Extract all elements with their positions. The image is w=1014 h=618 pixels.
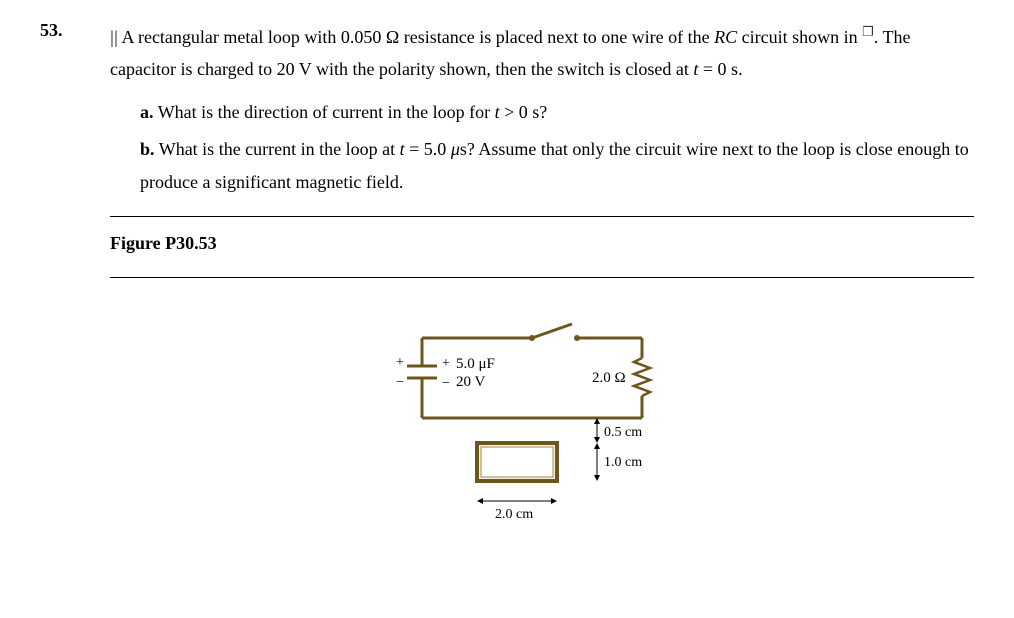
cap-plus-inner: + bbox=[442, 356, 450, 371]
cap-plus-outer: + bbox=[396, 355, 404, 370]
capacitor-voltage: 20 V bbox=[456, 374, 485, 390]
figure-divider-bottom bbox=[110, 277, 974, 278]
capacitor-value: 5.0 μF bbox=[456, 356, 495, 372]
dim-height-label: 1.0 cm bbox=[604, 455, 642, 470]
dim-width-arrow-right bbox=[551, 498, 557, 504]
external-link-icon: ❐ bbox=[862, 20, 874, 43]
part-b-text-2: = 5.0 bbox=[405, 139, 451, 159]
intro-rc-italic: RC bbox=[714, 27, 737, 47]
part-b-text-1: What is the current in the loop at bbox=[159, 139, 400, 159]
switch-arm bbox=[532, 324, 572, 338]
part-a-text-1: What is the direction of current in the … bbox=[158, 102, 495, 122]
dim-height-arrow-top bbox=[594, 443, 600, 449]
dim-height-arrow-bottom bbox=[594, 475, 600, 481]
part-a-label: a. bbox=[140, 102, 154, 122]
problem-intro: || A rectangular metal loop with 0.050 Ω… bbox=[110, 20, 974, 86]
metal-loop-inner bbox=[481, 447, 553, 477]
part-b-label: b. bbox=[140, 139, 155, 159]
figure-container: + − + − 5.0 μF 20 V 2.0 Ω 0.5 cm bbox=[110, 288, 974, 548]
problem-block: 53. || A rectangular metal loop with 0.0… bbox=[40, 20, 974, 548]
figure-title: Figure P30.53 bbox=[110, 227, 974, 259]
intro-text-4: = 0 s. bbox=[698, 59, 742, 79]
circuit-diagram: + − + − 5.0 μF 20 V 2.0 Ω 0.5 cm bbox=[382, 308, 702, 528]
dim-width-arrow-left bbox=[477, 498, 483, 504]
part-a: a. What is the direction of current in t… bbox=[140, 96, 974, 128]
resistor-zigzag bbox=[634, 358, 650, 396]
resistor-label: 2.0 Ω bbox=[592, 370, 626, 386]
part-b: b. What is the current in the loop at t … bbox=[140, 133, 974, 198]
intro-text-2: circuit shown in bbox=[737, 27, 862, 47]
dim-gap-label: 0.5 cm bbox=[604, 425, 642, 440]
part-a-text-2: > 0 s? bbox=[500, 102, 548, 122]
difficulty-marker: || bbox=[110, 27, 118, 47]
part-b-mu: μ bbox=[451, 139, 460, 159]
figure-divider-top bbox=[110, 216, 974, 217]
problem-content: || A rectangular metal loop with 0.050 Ω… bbox=[110, 20, 974, 548]
parts-list: a. What is the direction of current in t… bbox=[110, 96, 974, 198]
intro-text-1: A rectangular metal loop with 0.050 Ω re… bbox=[121, 27, 714, 47]
cap-minus-inner: − bbox=[442, 376, 450, 391]
dim-gap-arrow-bottom bbox=[594, 437, 600, 443]
problem-number: 53. bbox=[40, 20, 80, 548]
dim-width-label: 2.0 cm bbox=[495, 507, 533, 522]
cap-minus-outer: − bbox=[396, 375, 404, 390]
